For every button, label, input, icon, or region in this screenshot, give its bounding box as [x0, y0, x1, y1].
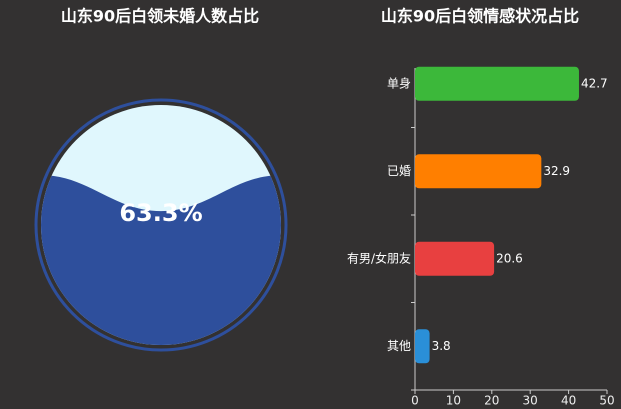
y-tick-label: 已婚 [387, 164, 411, 178]
bar [415, 154, 542, 189]
bar [415, 329, 430, 364]
x-tick-label: 10 [446, 394, 461, 408]
y-tick-label: 其他 [387, 339, 411, 353]
chart-title: 山东90后白领情感状况占比 [381, 7, 579, 26]
data-label: 42.7 [581, 76, 608, 90]
value-label: 63.3% [119, 199, 202, 227]
data-label: 3.8 [432, 339, 451, 353]
x-tick-label: 20 [484, 394, 499, 408]
data-label: 32.9 [543, 164, 570, 178]
liquid [41, 175, 281, 345]
data-label: 20.6 [496, 251, 523, 265]
bar [415, 241, 495, 276]
x-tick-label: 30 [523, 394, 538, 408]
y-tick-label: 单身 [387, 75, 411, 90]
chart-title: 山东90后白领未婚人数占比 [61, 7, 259, 26]
y-tick-label: 有男/女朋友 [347, 250, 411, 265]
bar [415, 66, 579, 101]
x-tick-label: 0 [411, 394, 419, 408]
x-tick-label: 40 [561, 394, 576, 408]
gauge-border [34, 98, 288, 352]
x-tick-label: 50 [599, 394, 614, 408]
